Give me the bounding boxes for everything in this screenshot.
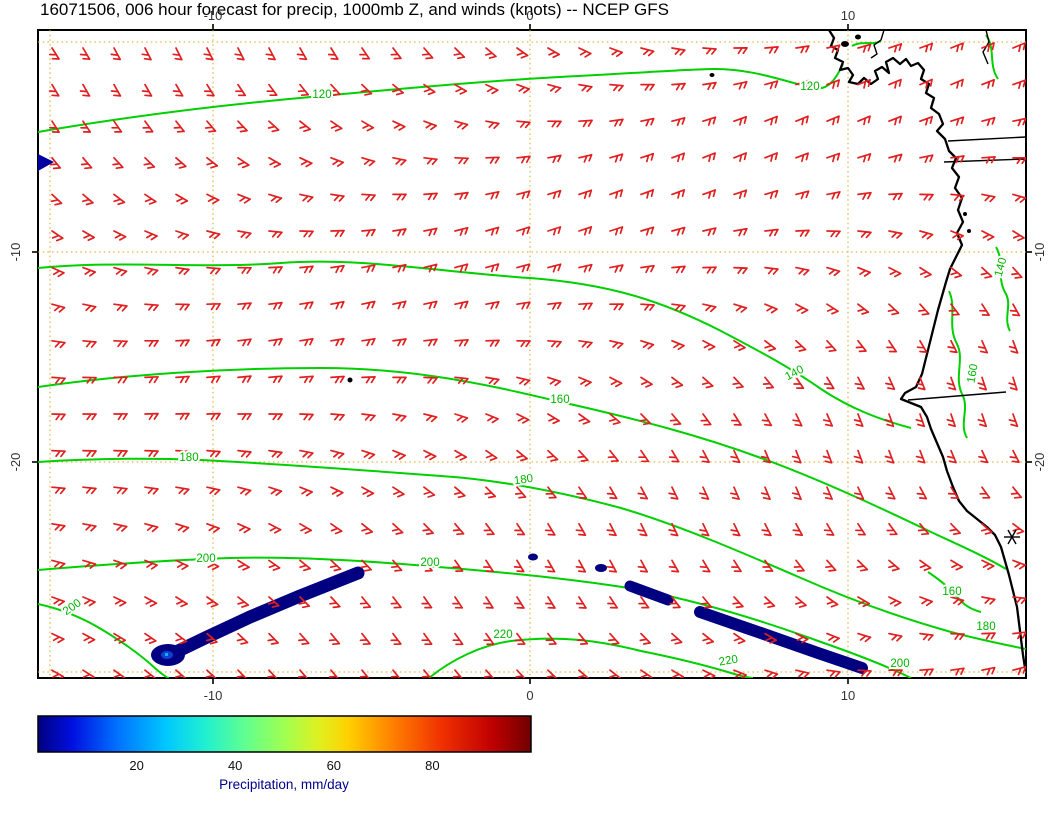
border-line-1 [947,136,1026,142]
y-axis-label-left: -10 [8,243,23,262]
colorbar-bar [37,715,532,753]
precip-band-east-1 [624,580,674,606]
precip-band-east-2 [694,606,868,674]
contour-label-180: 180 [513,473,534,488]
island-4 [347,377,353,383]
colorbar: 20 40 60 80 Precipitation, mm/day [37,715,532,792]
contour-200-line-a [38,556,912,678]
lake-dot-2 [967,229,971,233]
contour-label-220: 220 [493,629,512,641]
gridlines-layer [38,30,1026,678]
x-axis-label-top: 0 [526,8,533,23]
colorbar-tick-label-60: 60 [327,758,341,773]
y-axis-label-right: -10 [1032,243,1047,262]
colorbar-tick-labels: 20 40 60 80 [129,758,439,773]
x-axis-label-top: -10 [204,8,223,23]
x-axis-label-top: 10 [841,8,855,23]
y-axis-label-left: -20 [8,453,23,472]
precip-spot-1 [528,553,538,561]
chart-title: 16071506, 006 hour forecast for precip, … [40,0,669,19]
colorbar-tick-label-40: 40 [228,758,242,773]
africa-coastline [828,30,1026,669]
contour-label-180: 180 [179,452,198,464]
contour-label-200: 200 [196,553,215,565]
contour-label-160: 160 [550,394,569,406]
axis-ticks-and-labels-layer: -10 -10 0 0 10 10 -10 -10 -20 -20 [8,8,1047,703]
contour-220-line [428,637,754,678]
height-contours-layer [38,34,1026,678]
x-axis-label-bottom: 0 [526,688,533,703]
precip-band-west [165,566,365,661]
wind-barbs-layer [48,42,1026,678]
contour-160-line-b [948,290,968,439]
wind-barbs-path [48,42,1026,678]
island-1 [709,73,715,77]
contour-label-160: 160 [965,363,980,384]
x-axis-label-bottom: 10 [841,688,855,703]
precip-spot-2 [595,564,607,572]
coast-inlet-1 [870,30,885,59]
island-3 [855,34,861,40]
contour-140-line-a [38,260,912,429]
precip-core-west-peak [165,653,168,656]
x-axis-label-bottom: -10 [204,688,223,703]
contour-label-160: 160 [942,586,961,598]
y-axis-label-right: -20 [1032,453,1047,472]
contour-label-180: 180 [976,621,995,633]
precipitation-layer [38,154,868,674]
contour-label-120: 120 [800,81,819,93]
contour-140-line-b [995,246,1011,332]
contour-label-220: 220 [718,653,739,668]
contour-label-120: 120 [312,89,331,101]
contour-120-line-a [38,63,844,133]
contour-label-200: 200 [61,597,84,618]
island-2 [841,41,849,47]
border-line-2 [943,158,1026,163]
contour-160-line-a [38,366,1007,570]
contour-label-140: 140 [993,256,1010,278]
colorbar-tick-label-80: 80 [425,758,439,773]
contour-label-200: 200 [890,658,909,670]
colorbar-caption: Precipitation, mm/day [219,777,349,792]
contour-label-200: 200 [420,557,439,569]
contour-180-line [38,457,1026,650]
station-marker-asterisk [1004,529,1020,545]
precip-spot-west-edge [38,154,54,171]
river-line [907,391,1007,401]
lake-dot-1 [963,212,967,216]
contour-200-line-b [38,603,170,678]
colorbar-tick-label-20: 20 [129,758,143,773]
map-frame [37,29,1027,679]
